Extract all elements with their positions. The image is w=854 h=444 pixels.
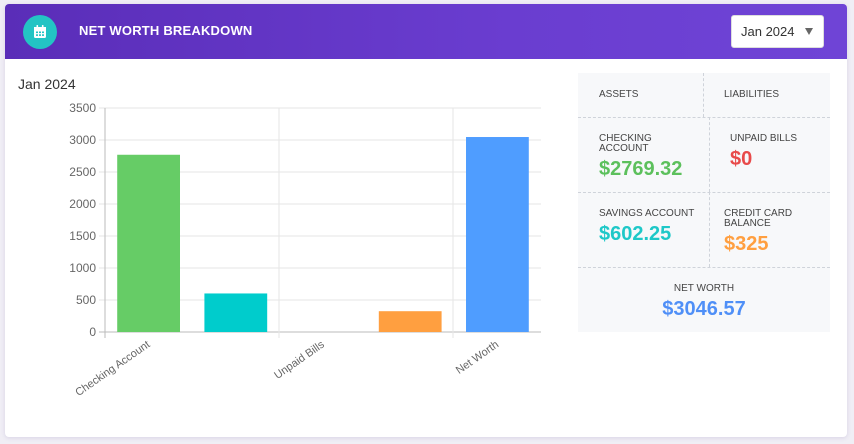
y-tick-label: 1500 (69, 229, 96, 243)
y-tick-label: 500 (76, 293, 96, 307)
chart-heading: Jan 2024 (18, 76, 76, 92)
divider (703, 73, 704, 117)
net-worth-stat: NET WORTH $3046.57 (578, 284, 830, 321)
bar-net-worth (466, 137, 529, 332)
credit-card-label: CREDIT CARD BALANCE (724, 208, 793, 229)
checking-account-value: $2769.32 (599, 158, 683, 180)
chart-bars (117, 137, 529, 332)
savings-account-value: $602.25 (599, 223, 672, 245)
y-tick-label: 2000 (69, 197, 96, 211)
checking-account-label: CHECKING ACCOUNT (599, 133, 652, 154)
y-tick-label: 1000 (69, 261, 96, 275)
credit-card-stat: CREDIT CARD BALANCE $325 (724, 209, 819, 256)
divider (709, 117, 710, 192)
y-axis-ticks: 0 500 1000 1500 2000 2500 3000 3500 (69, 101, 96, 339)
unpaid-bills-value: $0 (730, 148, 753, 170)
divider (578, 267, 830, 268)
y-tick-label: 3000 (69, 133, 96, 147)
bar-chart: 0 500 1000 1500 2000 2500 3000 3500 Checking Ac… (69, 101, 541, 399)
credit-card-value: $325 (724, 233, 769, 255)
liabilities-header: LIABILITIES (724, 90, 779, 100)
card-title: NET WORTH BREAKDOWN (79, 23, 253, 38)
y-tick-label: 0 (89, 325, 96, 339)
checking-account-stat: CHECKING ACCOUNT $2769.32 (599, 134, 699, 181)
y-tick-label: 2500 (69, 165, 96, 179)
net-worth-card: NET WORTH BREAKDOWN Jan 2024 Jan 2024 0 5… (5, 4, 847, 437)
month-select-value: Jan 2024 (741, 24, 795, 39)
divider (578, 192, 830, 193)
x-tick-label: Net Worth (454, 339, 501, 377)
assets-label: ASSETS (599, 89, 639, 100)
net-worth-value: $3046.57 (662, 298, 746, 320)
month-select[interactable]: Jan 2024 (731, 15, 824, 48)
calendar-icon (23, 15, 57, 49)
assets-header: ASSETS (599, 90, 638, 100)
x-tick-label: Checking Account (73, 339, 152, 399)
savings-account-stat: SAVINGS ACCOUNT $602.25 (599, 209, 699, 246)
unpaid-bills-stat: UNPAID BILLS $0 (730, 134, 825, 171)
x-tick-label: Unpaid Bills (272, 338, 327, 381)
bar-credit-card-balance (378, 311, 442, 332)
x-axis-labels: Checking Account Unpaid Bills Net Worth (73, 338, 501, 399)
divider (578, 117, 830, 118)
net-worth-label: NET WORTH (673, 283, 735, 294)
bar-checking-account (117, 154, 180, 332)
liabilities-label: LIABILITIES (724, 89, 780, 100)
card-header: NET WORTH BREAKDOWN Jan 2024 (5, 4, 847, 59)
divider (709, 192, 710, 267)
savings-account-label: SAVINGS ACCOUNT (599, 208, 695, 219)
bar-savings-account (204, 293, 268, 332)
caret-down-icon (805, 28, 813, 35)
summary-panel: ASSETS LIABILITIES CHECKING ACCOUNT $276… (578, 73, 830, 332)
unpaid-bills-label: UNPAID BILLS (730, 133, 798, 144)
y-tick-label: 3500 (69, 101, 96, 115)
